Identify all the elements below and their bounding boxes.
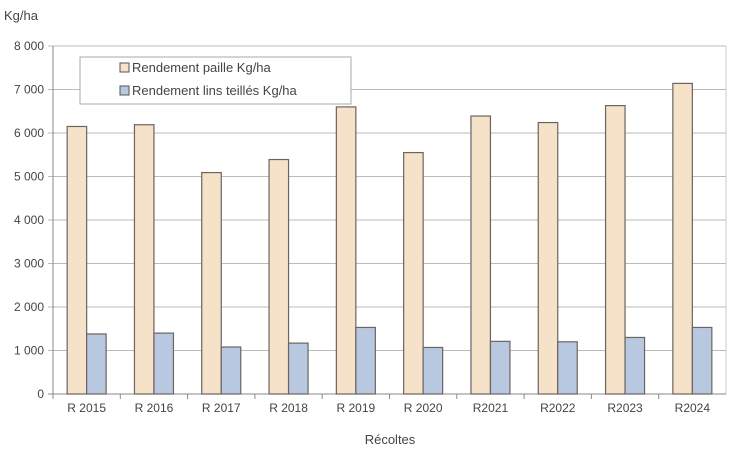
y-tick-label: 7 000 — [14, 83, 44, 97]
bar-lins-7 — [557, 341, 578, 395]
x-tick-label: R2023 — [607, 401, 643, 415]
bar-lins-0 — [86, 333, 107, 395]
y-tick-label: 6 000 — [14, 126, 44, 140]
y-tick-label: 3 000 — [14, 257, 44, 271]
x-tick-label: R2022 — [540, 401, 576, 415]
bar-paille-9 — [672, 82, 693, 395]
bar-lins-8 — [624, 336, 646, 395]
legend-swatch-paille — [119, 62, 130, 73]
bar-paille-0 — [66, 125, 88, 395]
bar-lins-3 — [287, 342, 309, 395]
bar-paille-3 — [268, 158, 290, 395]
bar-paille-1 — [133, 124, 155, 395]
y-tick-label: 8 000 — [14, 39, 44, 53]
legend-swatch-lins — [119, 85, 130, 96]
x-tick-label: R2021 — [473, 401, 509, 415]
bar-paille-7 — [537, 121, 559, 395]
y-tick-label: 1 000 — [14, 344, 44, 358]
bar-lins-4 — [355, 326, 376, 395]
y-tick-label: 4 000 — [14, 213, 44, 227]
bar-lins-5 — [422, 346, 444, 395]
x-tick-label: R 2016 — [135, 401, 174, 415]
bar-lins-2 — [220, 346, 242, 395]
bar-lins-1 — [153, 332, 175, 395]
x-tick-label: R 2017 — [202, 401, 241, 415]
bar-lins-6 — [489, 340, 511, 395]
legend-label-lins: Rendement lins teillés Kg/ha — [132, 83, 298, 98]
bar-paille-8 — [604, 104, 626, 395]
bar-lins-9 — [691, 326, 713, 395]
y-axis-label: Kg/ha — [4, 8, 39, 23]
bar-paille-4 — [335, 106, 357, 395]
x-tick-label: R 2018 — [269, 401, 308, 415]
y-tick-label: 2 000 — [14, 300, 44, 314]
bar-paille-2 — [201, 171, 222, 395]
x-tick-label: R 2019 — [336, 401, 375, 415]
x-tick-label: R 2015 — [67, 401, 106, 415]
bar-paille-5 — [403, 151, 424, 395]
y-tick-label: 0 — [37, 387, 44, 401]
y-tick-label: 5 000 — [14, 170, 44, 184]
bar-paille-6 — [470, 115, 492, 395]
legend: Rendement paille Kg/ha Rendement lins te… — [79, 56, 352, 105]
x-tick-label: R 2020 — [404, 401, 443, 415]
x-tick-label: R2024 — [675, 401, 711, 415]
x-axis-label: Récoltes — [365, 432, 416, 447]
legend-label-paille: Rendement paille Kg/ha — [132, 60, 272, 75]
